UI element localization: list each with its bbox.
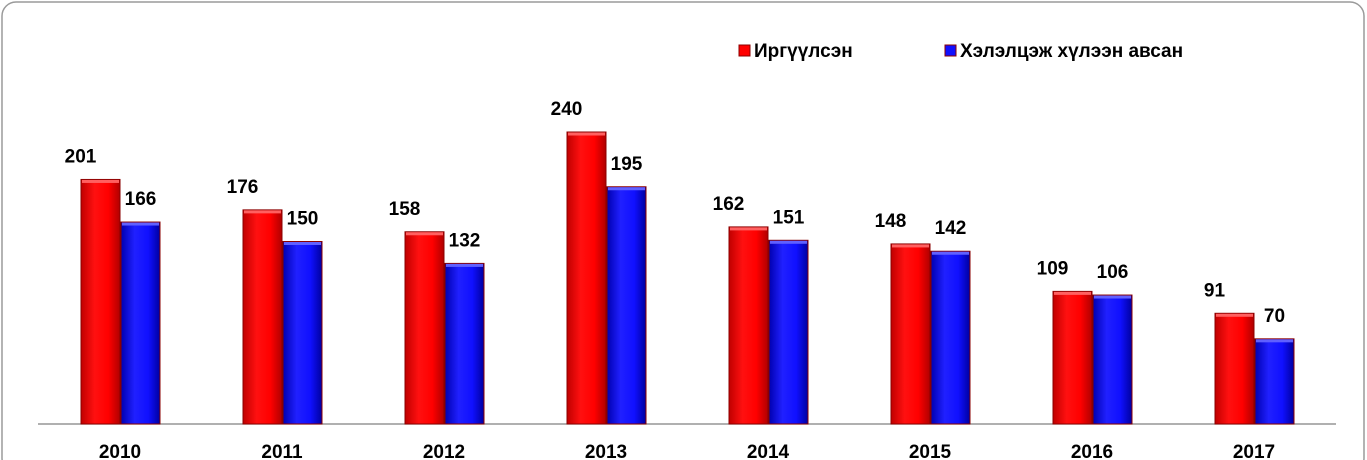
bar-top — [770, 240, 807, 244]
bar — [282, 241, 323, 425]
bar — [1052, 290, 1093, 425]
bar — [890, 243, 931, 425]
data-label: 162 — [713, 194, 745, 215]
data-label: 166 — [125, 189, 157, 210]
data-label: 109 — [1037, 258, 1069, 279]
data-label: 176 — [227, 177, 259, 198]
bar — [1092, 294, 1133, 425]
bar-top — [1054, 291, 1091, 295]
bar — [120, 221, 161, 425]
bar — [242, 209, 283, 425]
data-label: 142 — [935, 218, 967, 239]
data-label: 150 — [287, 209, 319, 230]
bar-top — [244, 210, 281, 214]
bar-top — [406, 232, 443, 236]
x-tick-label: 2016 — [1071, 442, 1113, 460]
legend-label: Хэлэлцэж хүлээн авсан — [960, 41, 1183, 62]
x-tick-label: 2017 — [1233, 442, 1275, 460]
bar-top — [1216, 313, 1253, 317]
data-label: 158 — [389, 199, 421, 220]
bar-top — [608, 187, 645, 191]
x-tick-label: 2012 — [423, 442, 465, 460]
bar — [80, 178, 121, 425]
data-label: 148 — [875, 211, 907, 232]
bar — [606, 186, 647, 425]
bar — [566, 131, 607, 425]
x-tick-label: 2015 — [909, 442, 952, 460]
bar — [768, 239, 809, 425]
bar — [728, 226, 769, 425]
data-label: 106 — [1097, 262, 1129, 283]
x-tick-label: 2014 — [747, 442, 790, 460]
bar-top — [446, 263, 483, 267]
legend-swatch — [944, 44, 957, 57]
bar-top — [892, 244, 929, 248]
data-label: 151 — [773, 207, 805, 228]
x-tick-label: 2010 — [99, 442, 141, 460]
x-tick-label: 2011 — [261, 442, 303, 460]
bar — [1214, 312, 1255, 425]
bar-top — [122, 222, 159, 226]
bar-top — [284, 242, 321, 245]
bar-top — [1256, 339, 1293, 343]
legend-label: Иргүүлсэн — [754, 41, 853, 62]
bar — [444, 262, 485, 425]
bar — [930, 250, 971, 425]
bar-top — [730, 227, 767, 231]
data-label: 132 — [449, 230, 481, 251]
bar-top — [82, 179, 119, 183]
x-tick-label: 2013 — [585, 442, 627, 460]
data-label: 195 — [611, 154, 643, 175]
data-label: 70 — [1264, 306, 1285, 327]
bar — [1254, 338, 1295, 425]
bar-top — [932, 251, 969, 255]
data-label: 91 — [1204, 280, 1226, 301]
bar — [404, 231, 445, 425]
bar-top — [568, 132, 605, 136]
bar-top — [1094, 295, 1131, 299]
data-label: 201 — [65, 146, 97, 167]
data-label: 240 — [551, 99, 583, 120]
legend-swatch — [738, 44, 751, 57]
